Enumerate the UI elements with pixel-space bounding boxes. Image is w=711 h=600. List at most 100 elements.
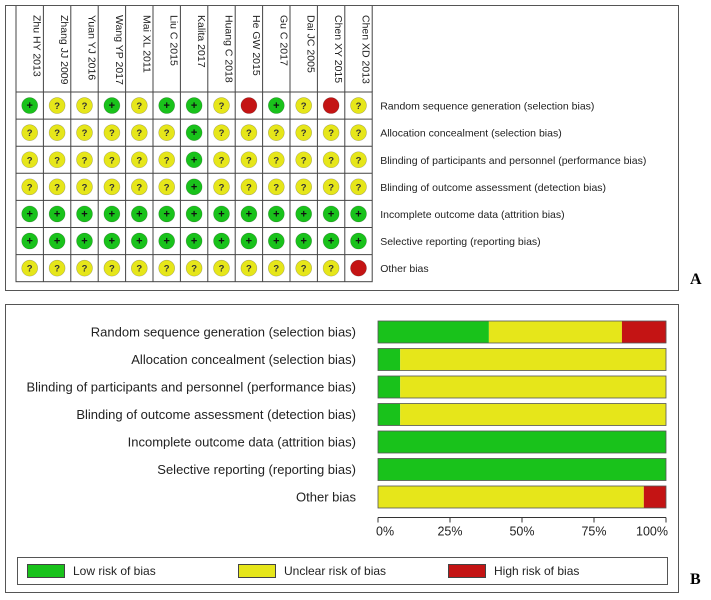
judgement-low-huang-c-2018 bbox=[213, 205, 230, 223]
domain-label-allocation-concealment-selection-bias: Allocation concealment (selection bias) bbox=[380, 128, 562, 140]
question-mark-icon: ? bbox=[164, 182, 170, 193]
category-label-other-bias: Other bias bbox=[296, 490, 356, 505]
plus-icon: + bbox=[300, 208, 306, 220]
question-mark-icon: ? bbox=[219, 155, 225, 166]
plus-icon: + bbox=[191, 236, 197, 248]
plus-icon: + bbox=[273, 208, 279, 220]
question-mark-icon: ? bbox=[301, 155, 307, 166]
x-tick-label: 75% bbox=[581, 525, 606, 539]
question-mark-icon: ? bbox=[219, 182, 225, 193]
plus-icon: + bbox=[26, 208, 32, 220]
question-mark-icon: ? bbox=[301, 101, 307, 112]
judgement-low-wang-yp-2017 bbox=[103, 205, 121, 223]
judgement-unclear-gu-c-2017 bbox=[267, 259, 285, 277]
question-mark-icon: ? bbox=[219, 101, 225, 112]
judgement-unclear-zhang-jj-2009 bbox=[48, 178, 66, 196]
category-label-blinding-of-participants-and-personnel-performance-bias: Blinding of participants and personnel (… bbox=[26, 380, 356, 395]
question-mark-icon: ? bbox=[246, 155, 252, 166]
question-mark-icon: ? bbox=[27, 128, 33, 139]
judgement-unclear-zhu-hy-2013 bbox=[21, 259, 39, 277]
judgement-low-chen-xy-2015 bbox=[322, 232, 340, 250]
question-mark-icon: ? bbox=[356, 128, 362, 139]
question-mark-icon: ? bbox=[273, 155, 279, 166]
judgement-low-liu-c-2015 bbox=[158, 205, 175, 223]
study-label-kalita-2017: Kalita 2017 bbox=[195, 15, 207, 68]
plus-icon: + bbox=[355, 236, 361, 248]
judgement-low-kalita-2017 bbox=[185, 205, 203, 223]
judgement-low-dai-jc-2005 bbox=[295, 232, 313, 250]
question-mark-icon: ? bbox=[191, 264, 197, 275]
plus-icon: + bbox=[246, 236, 252, 248]
bar-segment-high-random-sequence-generation-selection-bias bbox=[621, 321, 667, 343]
study-label-chen-xy-2015: Chen XY 2015 bbox=[332, 15, 344, 83]
judgement-unclear-huang-c-2018 bbox=[213, 259, 230, 277]
judgement-low-zhu-hy-2013 bbox=[21, 232, 39, 250]
question-mark-icon: ? bbox=[82, 182, 88, 193]
judgement-unclear-liu-c-2015 bbox=[158, 178, 175, 196]
judgement-unclear-wang-yp-2017 bbox=[103, 124, 121, 141]
risk-of-bias-summary-table: Zhu HY 2013 Zhang JJ 2009 Yuan YJ 2016 Wang… bbox=[15, 6, 646, 283]
judgement-unclear-zhang-jj-2009 bbox=[48, 151, 66, 169]
question-mark-icon: ? bbox=[136, 101, 142, 112]
study-label-dai-jc-2005: Dai JC 2005 bbox=[305, 15, 317, 73]
bar-segment-unclear-blinding-of-participants-and-personnel-performance-bias bbox=[400, 376, 666, 398]
judgement-low-zhu-hy-2013 bbox=[21, 205, 39, 223]
judgement-unclear-mai-xl-2011 bbox=[131, 151, 148, 169]
judgement-low-wang-yp-2017 bbox=[103, 97, 121, 114]
judgement-unclear-zhang-jj-2009 bbox=[48, 97, 66, 114]
bar-segment-low-random-sequence-generation-selection-bias bbox=[378, 321, 489, 343]
judgement-unclear-he-gw-2015 bbox=[240, 151, 258, 169]
judgement-low-mai-xl-2011 bbox=[131, 205, 148, 223]
study-label-zhang-jj-2009: Zhang JJ 2009 bbox=[58, 15, 70, 85]
judgement-low-zhang-jj-2009 bbox=[48, 232, 66, 250]
question-mark-icon: ? bbox=[356, 182, 362, 193]
judgement-unclear-yuan-yj-2016 bbox=[76, 124, 93, 141]
judgement-low-gu-c-2017 bbox=[267, 232, 285, 250]
bar-segment-unclear-allocation-concealment-selection-bias bbox=[400, 348, 666, 371]
judgement-unclear-yuan-yj-2016 bbox=[76, 259, 93, 277]
judgement-unclear-chen-xy-2015 bbox=[322, 259, 340, 277]
judgement-unclear-dai-jc-2005 bbox=[295, 97, 313, 114]
question-mark-icon: ? bbox=[273, 264, 279, 275]
bar-outline-random-sequence-generation-selection-bias bbox=[377, 320, 667, 344]
judgement-unclear-dai-jc-2005 bbox=[295, 151, 313, 169]
question-mark-icon: ? bbox=[328, 128, 334, 139]
judgement-low-wang-yp-2017 bbox=[103, 232, 121, 250]
study-label-yuan-yj-2016: Yuan YJ 2016 bbox=[86, 15, 98, 80]
question-mark-icon: ? bbox=[109, 264, 115, 275]
bar-outline-blinding-of-outcome-assessment-detection-bias bbox=[377, 403, 667, 426]
judgement-unclear-gu-c-2017 bbox=[267, 151, 285, 169]
plus-icon: + bbox=[136, 208, 142, 220]
domain-label-blinding-of-outcome-assessment-detection-bias: Blinding of outcome assessment (detectio… bbox=[380, 182, 606, 194]
bar-segment-high-other-bias bbox=[643, 486, 666, 508]
judgement-unclear-wang-yp-2017 bbox=[103, 178, 121, 196]
x-tick-label: 0% bbox=[376, 525, 394, 539]
judgement-low-zhang-jj-2009 bbox=[48, 205, 66, 223]
category-label-selective-reporting-reporting-bias: Selective reporting (reporting bias) bbox=[157, 462, 356, 477]
judgement-low-chen-xd-2013 bbox=[350, 232, 367, 250]
judgement-low-huang-c-2018 bbox=[213, 232, 230, 250]
study-label-huang-c-2018: Huang C 2018 bbox=[223, 15, 235, 83]
legend-label-low: Low risk of bias bbox=[73, 564, 156, 578]
judgement-unclear-yuan-yj-2016 bbox=[76, 178, 93, 196]
judgement-unclear-chen-xd-2013 bbox=[350, 124, 367, 141]
question-mark-icon: ? bbox=[273, 182, 279, 193]
bar-outline-allocation-concealment-selection-bias bbox=[377, 348, 667, 371]
plus-icon: + bbox=[191, 181, 197, 193]
question-mark-icon: ? bbox=[164, 128, 170, 139]
question-mark-icon: ? bbox=[27, 155, 33, 166]
question-mark-icon: ? bbox=[54, 128, 60, 139]
judgement-unclear-yuan-yj-2016 bbox=[76, 97, 93, 114]
judgement-unclear-liu-c-2015 bbox=[158, 124, 175, 141]
question-mark-icon: ? bbox=[82, 128, 88, 139]
bar-segment-low-blinding-of-outcome-assessment-detection-bias bbox=[378, 403, 401, 426]
plus-icon: + bbox=[355, 208, 361, 220]
question-mark-icon: ? bbox=[136, 155, 142, 166]
bar-segment-unclear-blinding-of-outcome-assessment-detection-bias bbox=[400, 403, 666, 426]
plus-icon: + bbox=[109, 236, 115, 248]
judgement-low-he-gw-2015 bbox=[240, 232, 258, 250]
chart-legend: Low risk of bias Unclear risk of bias Hi… bbox=[17, 557, 668, 585]
panel-b-risk-of-bias-graph: Random sequence generation (selection bi… bbox=[5, 304, 679, 593]
domain-label-blinding-of-participants-and-personnel-performance-bias: Blinding of participants and personnel (… bbox=[380, 155, 646, 167]
question-mark-icon: ? bbox=[219, 264, 225, 275]
